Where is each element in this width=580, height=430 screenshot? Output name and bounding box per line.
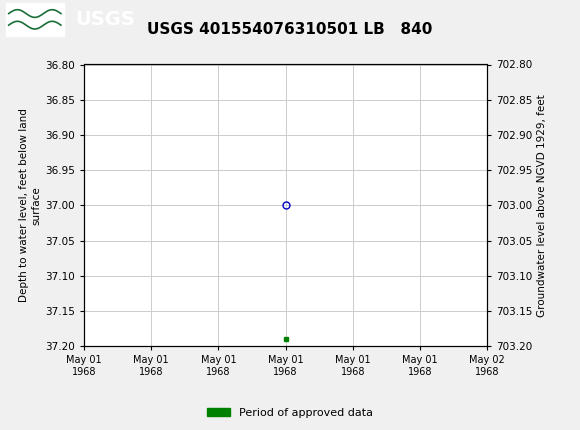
Text: USGS 401554076310501 LB   840: USGS 401554076310501 LB 840 [147,22,433,37]
Legend: Period of approved data: Period of approved data [203,403,377,422]
FancyBboxPatch shape [6,3,64,36]
Text: USGS: USGS [75,10,135,29]
Y-axis label: Groundwater level above NGVD 1929, feet: Groundwater level above NGVD 1929, feet [536,94,547,317]
Y-axis label: Depth to water level, feet below land
surface: Depth to water level, feet below land su… [20,108,41,302]
